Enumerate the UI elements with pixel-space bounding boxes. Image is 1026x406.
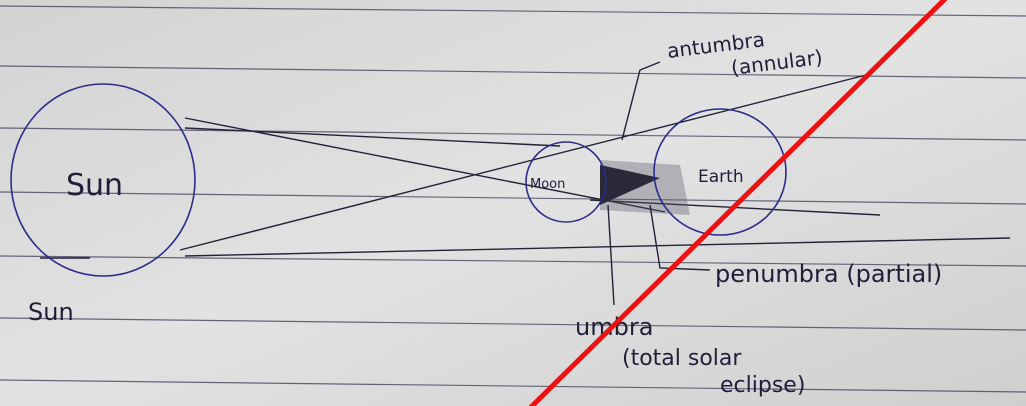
paper	[0, 0, 1026, 406]
earth-label: Earth	[698, 167, 744, 187]
penumbra-shade	[600, 160, 690, 215]
penumbra-label: penumbra (partial)	[715, 260, 942, 288]
umbra-note: (total solar	[622, 346, 742, 371]
diagram: Sun Moon Earth antumbra (annular) penumb…	[0, 0, 1026, 406]
umbra-note-2: eclipse)	[720, 373, 805, 398]
sun-label: Sun	[66, 168, 123, 203]
caption: Sun	[28, 298, 74, 326]
moon-label: Moon	[530, 177, 565, 192]
